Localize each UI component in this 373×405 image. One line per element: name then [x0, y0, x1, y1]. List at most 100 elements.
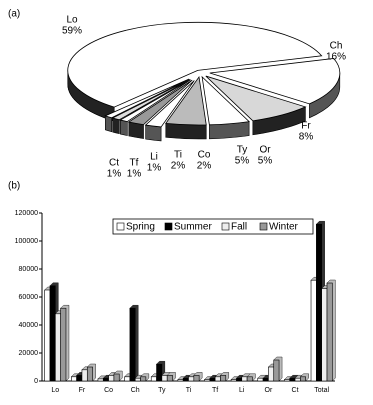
slice-value: 2% — [197, 161, 212, 172]
y-tick-label: 40000 — [19, 322, 39, 329]
slice-value: 1% — [147, 163, 162, 174]
slice — [144, 80, 195, 128]
bar — [193, 375, 200, 382]
panel-label: (b) — [8, 181, 20, 192]
slice — [127, 79, 193, 126]
slice-label: Or — [259, 145, 271, 156]
slice-value: 2% — [171, 161, 186, 172]
x-tick-label: Ch — [131, 387, 140, 394]
slice-side — [120, 119, 128, 136]
x-tick-label: Ti — [186, 387, 192, 394]
bar — [156, 363, 163, 382]
bar — [284, 379, 291, 382]
x-tick-label: Lo — [51, 387, 59, 394]
bar — [188, 376, 195, 382]
bar — [326, 282, 333, 382]
bar — [166, 375, 173, 382]
slice — [104, 78, 190, 119]
bar — [214, 376, 221, 382]
legend-swatch — [116, 222, 125, 231]
x-tick-label: Total — [314, 387, 329, 394]
bar — [134, 377, 141, 382]
legend-label: Fall — [231, 222, 247, 233]
slice-value: 5% — [235, 156, 250, 167]
slice-value: 1% — [127, 169, 142, 180]
legend-label: Spring — [126, 222, 155, 233]
slice-label: Ty — [237, 145, 248, 156]
bar — [246, 376, 253, 382]
bar — [262, 377, 269, 382]
bar — [55, 313, 61, 382]
slice — [201, 75, 250, 126]
slice-label: Li — [150, 152, 158, 163]
bar — [321, 288, 328, 382]
legend-swatch — [164, 222, 173, 231]
x-tick-label: Fr — [79, 387, 86, 394]
bar — [108, 375, 115, 382]
legend-label: Summer — [174, 222, 212, 233]
slice-label: Lo — [66, 15, 78, 26]
bar — [81, 369, 88, 382]
x-tick-label: Tf — [212, 387, 218, 394]
bar — [71, 376, 77, 382]
bar — [182, 377, 189, 382]
bar — [230, 379, 237, 382]
bar — [268, 366, 275, 382]
bar — [177, 379, 184, 382]
slice-side — [105, 115, 113, 133]
slice-value: 1% — [107, 169, 122, 180]
slice-label: Ct — [109, 158, 119, 169]
bar — [310, 279, 317, 382]
x-tick-label: Ct — [292, 387, 299, 394]
bar — [102, 377, 109, 382]
panel-label: (a) — [8, 9, 20, 20]
legend-label: Winter — [269, 222, 299, 233]
slice — [165, 75, 207, 126]
slice-value: 8% — [299, 132, 314, 143]
x-tick-label: Or — [265, 387, 273, 394]
x-tick-label: Ty — [158, 387, 166, 394]
bar — [44, 289, 51, 382]
bar — [209, 377, 216, 382]
bar — [289, 377, 296, 382]
slice — [209, 58, 341, 105]
x-tick-label: Co — [104, 387, 113, 394]
slice — [205, 75, 307, 122]
slice-side — [165, 123, 207, 140]
y-tick-label: 100000 — [15, 238, 38, 245]
bar — [140, 376, 147, 382]
bar — [124, 376, 131, 382]
bar — [294, 377, 301, 382]
bar — [273, 359, 280, 382]
bar — [86, 366, 93, 382]
bar — [241, 376, 248, 382]
slice — [67, 21, 323, 108]
y-tick-label: 60000 — [19, 294, 39, 301]
legend-swatch — [259, 222, 268, 231]
bar — [204, 379, 211, 382]
y-tick-label: 20000 — [19, 350, 39, 357]
x-tick-label: Li — [239, 387, 245, 394]
y-tick-label: 0 — [34, 378, 38, 385]
legend-swatch — [221, 222, 230, 231]
bar — [129, 307, 136, 382]
slice-side — [112, 117, 120, 135]
bar — [113, 373, 120, 382]
bar — [300, 376, 307, 382]
bar — [257, 377, 264, 382]
bar — [220, 375, 227, 382]
slice-label: Ti — [174, 150, 182, 161]
slice-value: 16% — [326, 52, 346, 63]
slice-label: Fr — [301, 121, 311, 132]
slice-side — [145, 124, 162, 142]
slice — [111, 79, 190, 121]
bar — [236, 377, 243, 382]
bar — [316, 223, 322, 382]
bar — [76, 375, 83, 382]
bar — [49, 285, 56, 382]
y-tick-label: 120000 — [15, 210, 38, 217]
slice-label: Co — [198, 150, 211, 161]
slice-value: 59% — [62, 26, 82, 37]
bar — [97, 378, 104, 382]
